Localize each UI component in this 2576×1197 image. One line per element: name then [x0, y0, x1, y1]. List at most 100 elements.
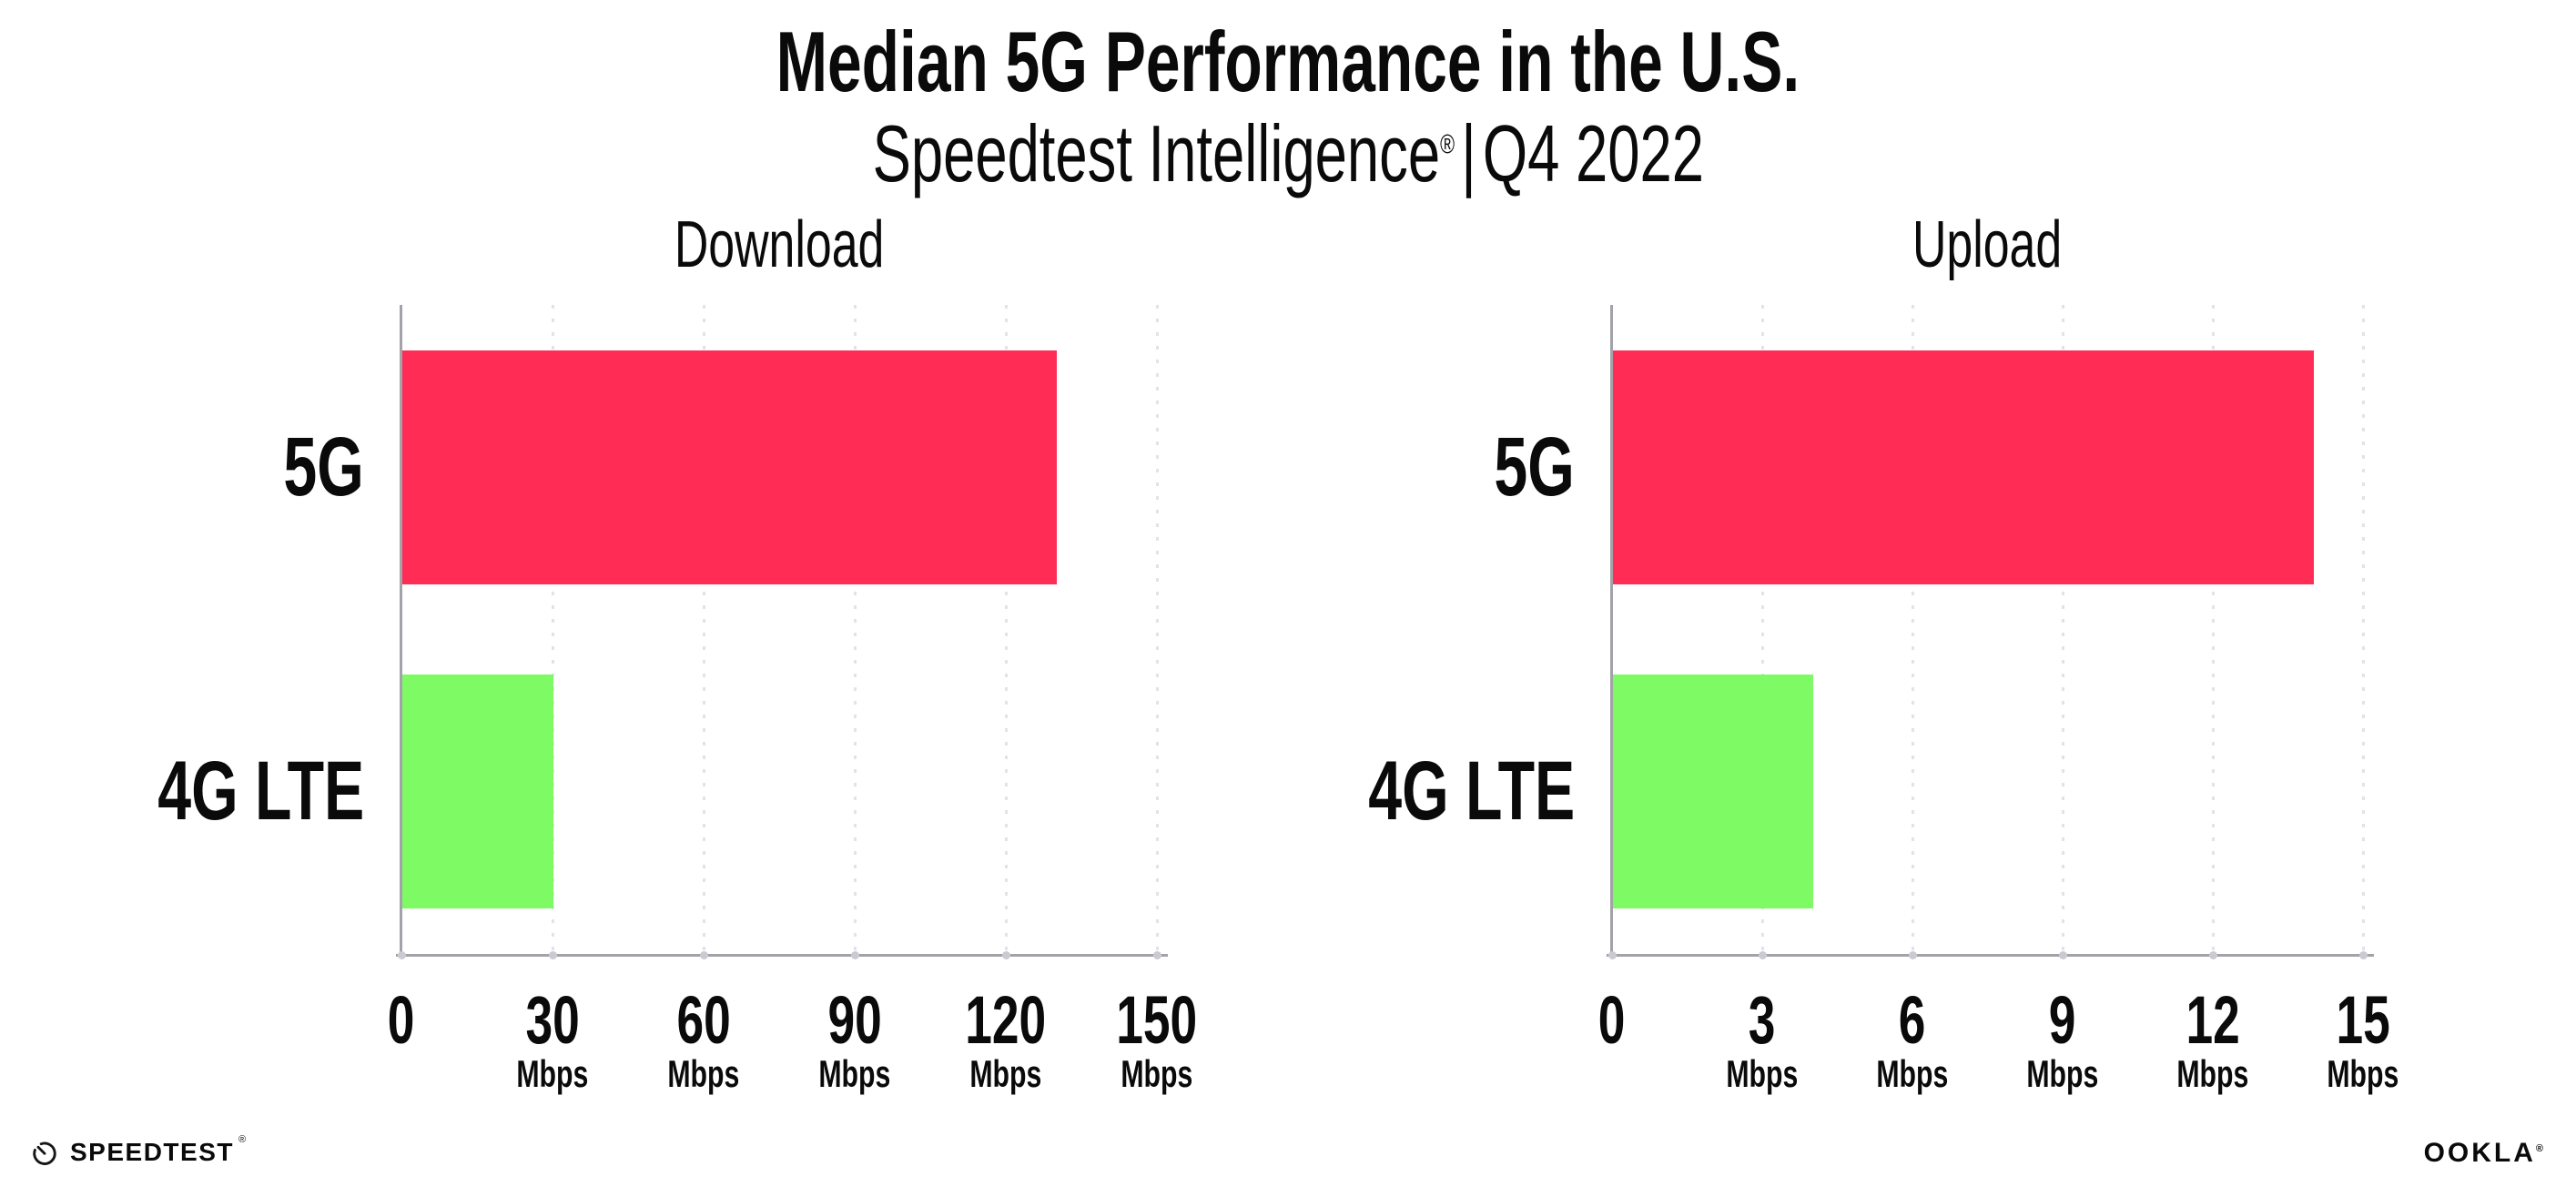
axis-tick-dot	[397, 951, 406, 959]
bar-4g-lte	[1613, 675, 1813, 909]
axis-tick-dot	[548, 951, 557, 959]
tick-label: 12	[2113, 981, 2313, 1059]
axis-tick-dot	[1607, 951, 1617, 959]
tick-unit-text: Mbps	[2176, 1052, 2249, 1095]
tick-unit-label: Mbps	[2113, 1052, 2313, 1096]
gridline	[2361, 305, 2365, 954]
tick-unit-text: Mbps	[1876, 1052, 1949, 1095]
tick-unit-text: Mbps	[969, 1052, 1042, 1095]
axis-tick-dot	[699, 951, 708, 959]
category-label-text: 5G	[1494, 420, 1575, 513]
ookla-registered-mark: ®	[2535, 1143, 2543, 1154]
subtitle-brand: Speedtest Intelligence	[872, 108, 1440, 198]
category-label-text: 4G LTE	[157, 745, 364, 838]
tick-label-text: 120	[965, 982, 1047, 1058]
tick-unit-text: Mbps	[2327, 1052, 2399, 1095]
speedtest-logo: SPEEDTEST ®	[31, 1129, 246, 1176]
gridline	[2061, 305, 2064, 954]
gridline	[1155, 305, 1159, 954]
ookla-logo: OOKLA®	[2424, 1138, 2543, 1169]
tick-label-text: 90	[827, 982, 882, 1058]
tick-label: 90	[755, 981, 955, 1059]
tick-label: 6	[1812, 981, 2013, 1059]
tick-label-text: 9	[2049, 982, 2076, 1058]
chart-title: Upload	[1612, 208, 2363, 282]
tick-label-text: 3	[1749, 982, 1776, 1058]
category-label-4g-lte: 4G LTE	[1183, 726, 1575, 857]
axis-tick-dot	[1152, 951, 1161, 959]
axis-tick-dot	[2358, 951, 2368, 959]
axis-tick-dot	[2208, 951, 2217, 959]
page-title-text: Median 5G Performance in the U.S.	[776, 14, 1800, 109]
subtitle-separator: |	[1460, 108, 1476, 198]
subtitle-period: Q4 2022	[1482, 108, 1704, 198]
gridline	[2211, 305, 2215, 954]
tick-label-text: 12	[2186, 982, 2240, 1058]
tick-unit-label: Mbps	[1662, 1052, 1862, 1096]
tick-unit-label: Mbps	[2263, 1052, 2463, 1096]
gridline	[551, 305, 554, 954]
page-title: Median 5G Performance in the U.S.	[0, 13, 2576, 111]
axis-tick-dot	[1758, 951, 1767, 959]
chart-title: Download	[401, 208, 1157, 282]
axis-tick-dot	[850, 951, 859, 959]
category-label-text: 5G	[283, 420, 364, 513]
x-axis-line	[396, 954, 1168, 957]
y-axis-line	[1610, 305, 1613, 956]
axis-tick-dot	[2058, 951, 2067, 959]
bar-4g-lte	[402, 675, 553, 909]
bar-5g	[1613, 350, 2314, 584]
tick-label: 60	[603, 981, 804, 1059]
tick-unit-text: Mbps	[516, 1052, 589, 1095]
tick-unit-label: Mbps	[603, 1052, 804, 1096]
tick-unit-label: Mbps	[1962, 1052, 2163, 1096]
axis-tick-dot	[1001, 951, 1010, 959]
speedtest-wordmark: SPEEDTEST	[70, 1138, 234, 1166]
tick-label-text: 60	[676, 982, 731, 1058]
tick-label-text: 30	[525, 982, 580, 1058]
registered-trademark-symbol: ®	[1439, 129, 1455, 160]
tick-unit-label: Mbps	[1812, 1052, 2013, 1096]
bar-5g	[402, 350, 1058, 584]
x-axis-line	[1607, 954, 2374, 957]
ookla-wordmark: OOKLA	[2423, 1138, 2536, 1168]
gridline	[1004, 305, 1008, 954]
category-label-4g-lte: 4G LTE	[0, 726, 364, 857]
y-axis-line	[400, 305, 402, 956]
gridline	[1911, 305, 1914, 954]
category-label-5g: 5G	[1183, 401, 1575, 533]
tick-unit-label: Mbps	[1057, 1052, 1257, 1096]
gridline	[853, 305, 857, 954]
page-subtitle: Speedtest Intelligence®|Q4 2022	[0, 107, 2576, 200]
tick-label-text: 0	[1598, 982, 1626, 1058]
speedtest-registered-mark: ®	[238, 1134, 247, 1145]
chart-title-text: Upload	[1912, 208, 2063, 281]
tick-unit-text: Mbps	[2026, 1052, 2099, 1095]
gridline	[1760, 305, 1764, 954]
chart-title-text: Download	[674, 208, 885, 281]
tick-label-text: 15	[2336, 982, 2390, 1058]
tick-label: 0	[1512, 981, 1712, 1059]
axis-tick-dot	[1908, 951, 1917, 959]
tick-label: 0	[301, 981, 502, 1059]
tick-label: 30	[452, 981, 653, 1059]
tick-label: 150	[1057, 981, 1257, 1059]
tick-label-text: 150	[1116, 982, 1198, 1058]
tick-unit-text: Mbps	[667, 1052, 740, 1095]
tick-label-text: 6	[1899, 982, 1926, 1058]
tick-unit-text: Mbps	[1726, 1052, 1799, 1095]
gridline	[702, 305, 705, 954]
category-label-5g: 5G	[0, 401, 364, 533]
tick-unit-label: Mbps	[906, 1052, 1106, 1096]
category-label-text: 4G LTE	[1368, 745, 1575, 838]
tick-label: 15	[2263, 981, 2463, 1059]
tick-unit-label: Mbps	[452, 1052, 653, 1096]
tick-label: 9	[1962, 981, 2163, 1059]
speedtest-gauge-icon	[33, 1141, 56, 1165]
page-subtitle-text: Speedtest Intelligence®|Q4 2022	[872, 107, 1703, 200]
tick-label-text: 0	[388, 982, 415, 1058]
tick-unit-text: Mbps	[1121, 1052, 1193, 1095]
tick-label: 3	[1662, 981, 1862, 1059]
tick-label: 120	[906, 981, 1106, 1059]
